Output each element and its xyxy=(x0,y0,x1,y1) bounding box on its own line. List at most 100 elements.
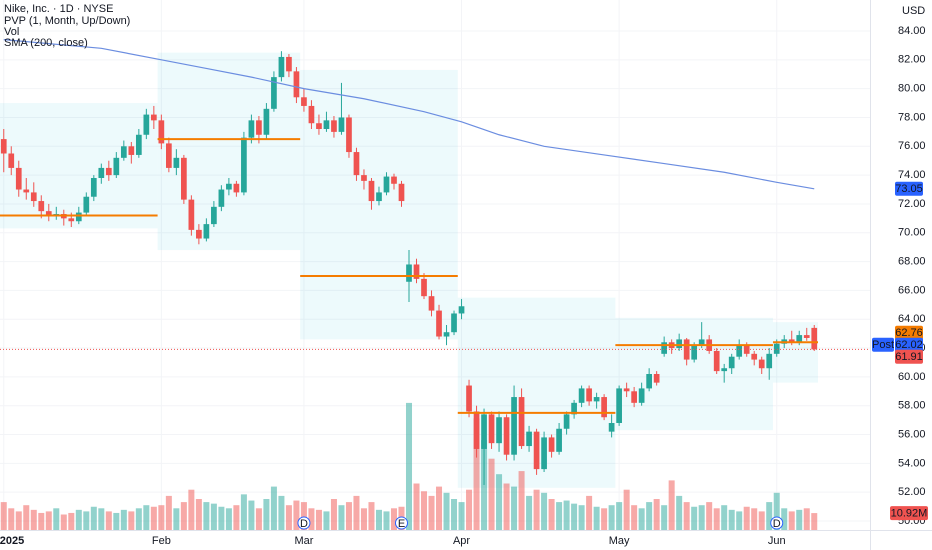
volume-bar xyxy=(330,499,337,530)
volume-bar xyxy=(278,495,285,530)
candle-body xyxy=(638,388,645,403)
candle-body xyxy=(698,339,705,346)
volume-bar xyxy=(240,494,247,530)
event-marker xyxy=(770,516,784,530)
candle-body xyxy=(271,77,277,109)
volume-bar xyxy=(593,506,600,530)
volume-bar xyxy=(556,502,563,530)
y-tick-label: 84.00 xyxy=(898,25,926,37)
candle-body xyxy=(75,212,82,222)
candle-body xyxy=(143,114,150,135)
volume-bar xyxy=(53,508,60,530)
candle-body xyxy=(661,342,668,354)
y-tick-label: 78.00 xyxy=(898,111,926,123)
volume-bar xyxy=(773,492,780,530)
candle-body xyxy=(601,397,607,418)
volume-bar xyxy=(541,492,548,530)
y-tick-label: 64.00 xyxy=(898,313,926,325)
x-tick-label: Jun xyxy=(768,535,786,547)
candle-body xyxy=(773,343,780,354)
candles xyxy=(0,51,818,485)
volume-bar xyxy=(360,508,367,530)
candle-body xyxy=(428,296,435,311)
candle-body xyxy=(398,183,405,202)
candle-body xyxy=(421,278,427,297)
y-tick-label: 54.00 xyxy=(898,457,926,469)
candle-body xyxy=(301,97,307,106)
volume-bar xyxy=(0,502,7,530)
candle-body xyxy=(105,167,112,176)
volume-bar xyxy=(143,505,150,530)
volume-bar xyxy=(751,508,758,530)
candle-body xyxy=(751,353,758,360)
volume-bar xyxy=(38,512,45,530)
event-label: D xyxy=(300,518,308,530)
candle-body xyxy=(496,417,502,444)
candle-body xyxy=(443,332,450,337)
volume-bar xyxy=(270,486,277,530)
volume-bar xyxy=(90,506,97,530)
candle-body xyxy=(526,431,532,447)
volume-bar xyxy=(45,511,52,530)
volume-bar xyxy=(405,402,413,530)
price-badge-label: 61.91 xyxy=(895,351,923,363)
volume-bar xyxy=(218,506,225,530)
volume-bar xyxy=(511,486,518,530)
volume-bar xyxy=(421,491,428,530)
candle-body xyxy=(518,397,525,447)
profile-box xyxy=(157,52,301,251)
indicator-label: PVP (1, Month, Up/Down) xyxy=(4,15,130,27)
volume-bar xyxy=(743,506,750,530)
y-tick-label: 66.00 xyxy=(898,284,926,296)
candle-body xyxy=(548,437,555,452)
volume-bar xyxy=(706,502,713,530)
volume-bar xyxy=(383,511,390,530)
volume-bar xyxy=(413,483,420,530)
candle-body xyxy=(150,114,157,121)
volume-bar xyxy=(315,509,322,530)
volume-bar xyxy=(120,509,127,530)
volume-bar xyxy=(300,502,307,530)
candle-body xyxy=(721,368,728,372)
axes: 50.0052.0054.0056.0058.0060.0062.0064.00… xyxy=(0,25,928,547)
volume-bar xyxy=(195,499,202,530)
y-tick-label: 58.00 xyxy=(898,400,926,412)
candle-body xyxy=(736,345,743,357)
volume-bar xyxy=(368,502,375,530)
volume-bar xyxy=(631,505,638,530)
volume-bar xyxy=(323,511,330,530)
price-badge xyxy=(895,181,923,196)
candle-body xyxy=(233,183,240,193)
volume-bar xyxy=(533,489,540,530)
volume-bar xyxy=(466,489,473,530)
y-tick-label: 72.00 xyxy=(898,198,926,210)
candle-body xyxy=(743,345,750,354)
candle-body xyxy=(458,306,465,314)
volume-bar xyxy=(180,502,187,530)
candle-body xyxy=(293,71,300,98)
candle-body xyxy=(278,56,285,78)
price-badge-tag-label: Post xyxy=(872,339,894,351)
volume-bar xyxy=(488,458,495,530)
volume-badge-label: 10.92M xyxy=(891,507,928,519)
candle-body xyxy=(361,175,367,181)
volume-bar xyxy=(345,502,352,530)
candle-body xyxy=(128,146,135,155)
x-tick-label: Feb xyxy=(152,535,171,547)
candle-body xyxy=(323,120,330,129)
candle-body xyxy=(451,313,457,333)
currency-label: USD xyxy=(902,5,925,17)
candle-body xyxy=(466,385,472,412)
volume-bar xyxy=(721,505,728,530)
candle-body xyxy=(98,167,105,178)
candle-body xyxy=(135,134,142,155)
candle-body xyxy=(368,180,375,202)
candle-body xyxy=(203,224,210,239)
volume-bar xyxy=(105,511,112,530)
volume-bar xyxy=(338,505,345,530)
volume-bar xyxy=(586,495,593,530)
candle-body xyxy=(15,167,22,190)
volume-bar xyxy=(263,499,270,530)
volume-bar xyxy=(308,508,315,530)
